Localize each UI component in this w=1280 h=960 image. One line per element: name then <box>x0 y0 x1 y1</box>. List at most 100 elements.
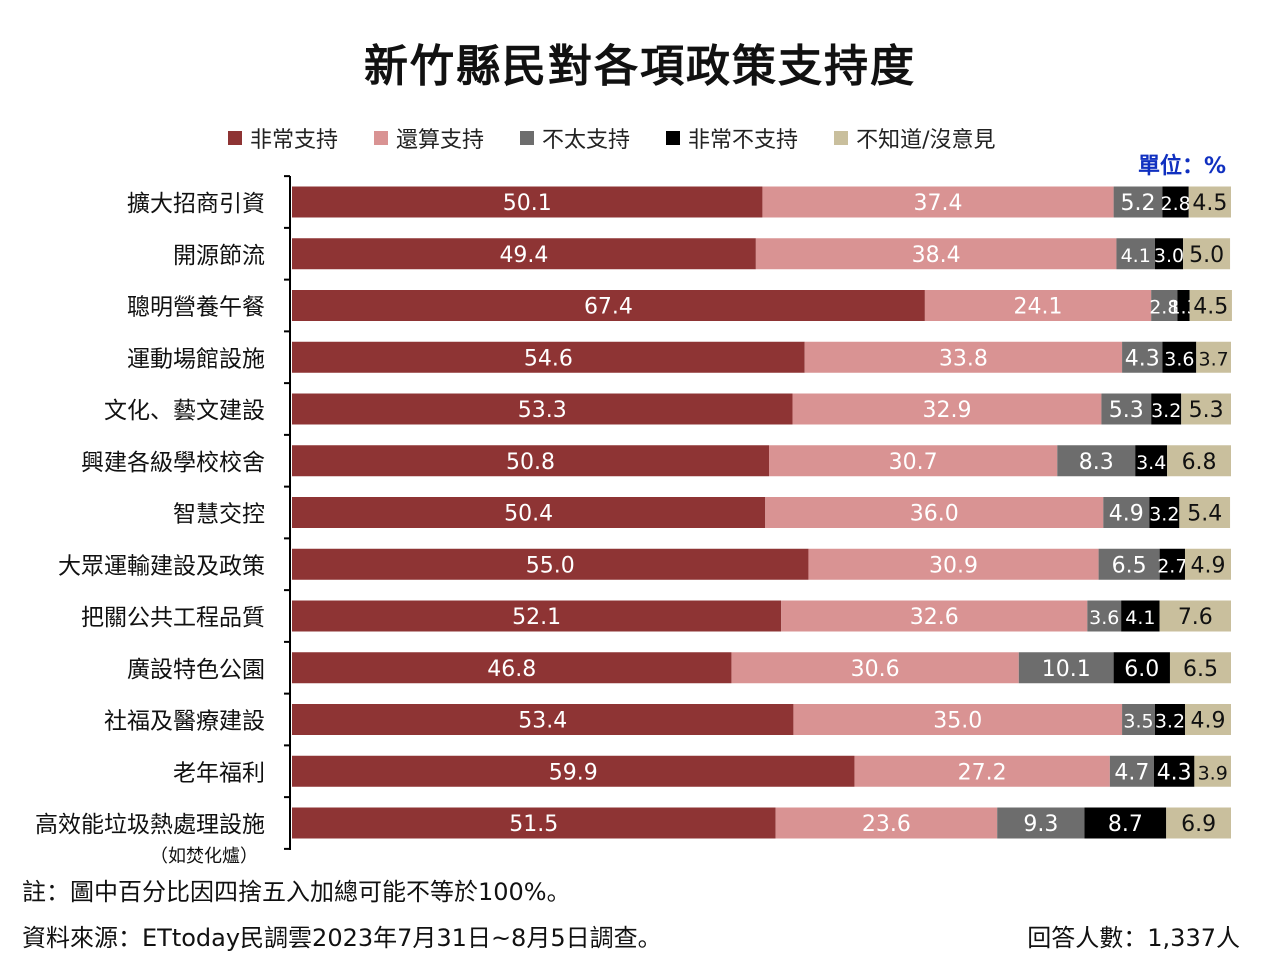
data-label: 49.4 <box>499 243 548 268</box>
data-label: 3.7 <box>1199 348 1229 370</box>
data-label: 30.9 <box>929 553 978 578</box>
bar-segment <box>292 548 809 580</box>
data-label: 4.7 <box>1114 760 1149 785</box>
bar-segment <box>792 393 1102 425</box>
bar-segment <box>1194 755 1231 787</box>
data-label: 4.3 <box>1125 346 1160 371</box>
data-label: 52.1 <box>512 605 561 630</box>
data-label: 2.8 <box>1160 193 1190 215</box>
data-label: 3.6 <box>1089 607 1119 629</box>
bar-segment <box>1159 600 1231 632</box>
bar-segment <box>292 600 782 632</box>
data-label: 38.4 <box>912 243 961 268</box>
bar-segment <box>1181 393 1231 425</box>
unit-label: 單位：% <box>1137 154 1226 179</box>
bar-segment <box>854 755 1110 787</box>
bar-segment <box>1189 290 1232 321</box>
data-label: 2.8 <box>1149 297 1179 319</box>
bar-segment <box>292 238 756 270</box>
category-label: 老年福利 <box>173 760 265 786</box>
category-label: 興建各級學校校舍 <box>81 450 265 476</box>
data-label: 4.3 <box>1157 760 1192 785</box>
bar-segment <box>804 341 1123 373</box>
category-label: 廣設特色公園 <box>127 657 265 683</box>
bar-segment <box>1151 393 1182 425</box>
data-label: 32.6 <box>910 605 959 630</box>
category-label: 擴大招商引資 <box>127 191 265 217</box>
bar-segment <box>755 238 1117 270</box>
bar-segment <box>1169 652 1231 684</box>
data-label: 50.4 <box>504 502 553 527</box>
legend-item-very-support: 非常支持 <box>228 122 338 154</box>
bar-segment <box>292 652 732 684</box>
data-label: 3.0 <box>1154 245 1184 267</box>
bar-segment <box>1135 445 1168 477</box>
data-label: 4.9 <box>1190 553 1225 578</box>
bar-segment <box>292 755 855 787</box>
category-label: 運動場館設施 <box>127 346 265 372</box>
bar-segment <box>292 704 794 735</box>
category-sublabel: （如焚化爐） <box>150 846 258 867</box>
data-label: 54.6 <box>524 346 573 371</box>
bar-segment <box>762 186 1114 218</box>
data-label: 5.4 <box>1187 502 1222 527</box>
chart-title: 新竹縣民對各項政策支持度 <box>364 41 916 92</box>
data-label: 50.1 <box>503 191 552 216</box>
bar-segment <box>292 186 763 218</box>
bar-segment <box>292 341 805 373</box>
bar-segment <box>1154 704 1185 735</box>
data-label: 3.2 <box>1155 711 1185 733</box>
data-label: 53.4 <box>518 709 567 734</box>
category-label: 高效能垃圾熱處理設施 <box>35 812 265 838</box>
bar-segment <box>1084 807 1167 839</box>
legend-label-very-support: 非常支持 <box>250 128 339 153</box>
legend-item-no-opinion: 不知道/沒意見 <box>834 122 995 154</box>
bar-segment <box>1154 238 1184 270</box>
data-label: 4.5 <box>1193 295 1228 320</box>
legend-label-strongly-oppose: 非常不支持 <box>688 128 799 153</box>
data-label: 53.3 <box>518 398 567 423</box>
bar-segment <box>1177 290 1190 321</box>
bar-segment <box>775 807 998 839</box>
data-label: 59.9 <box>549 760 598 785</box>
category-label: 聰明營養午餐 <box>127 295 265 321</box>
legend-swatch-not-really-support <box>520 131 535 145</box>
bar-segment <box>924 290 1152 321</box>
bar-segment <box>1122 341 1163 373</box>
bar-segment <box>731 652 1019 684</box>
bar-segment <box>1122 704 1155 735</box>
data-label: 5.2 <box>1121 191 1156 216</box>
data-label: 32.9 <box>922 398 971 423</box>
data-label: 4.9 <box>1109 502 1144 527</box>
bar-segment <box>1018 652 1114 684</box>
legend-swatch-somewhat-support <box>374 131 389 145</box>
category-label: 智慧交控 <box>173 502 265 528</box>
legend: 非常支持 還算支持 不太支持 非常不支持 不知道/沒意見 <box>228 122 1031 154</box>
data-label: 24.1 <box>1014 295 1063 320</box>
data-label: 30.6 <box>851 657 900 682</box>
data-label: 51.5 <box>509 812 558 837</box>
bar-segment <box>1166 807 1231 839</box>
bar-segment <box>1103 497 1150 528</box>
data-label: 4.5 <box>1192 191 1227 216</box>
data-label: 3.2 <box>1151 400 1181 422</box>
category-label: 把關公共工程品質 <box>81 605 265 631</box>
bar-segment <box>808 548 1099 580</box>
data-label: 6.9 <box>1181 812 1216 837</box>
bar-segment <box>1183 238 1231 270</box>
bar-segment <box>1196 341 1231 373</box>
bar-segment <box>1113 652 1170 684</box>
bar-segment <box>1154 755 1195 787</box>
bar-segment <box>1162 186 1189 218</box>
bar-segment <box>1159 548 1185 580</box>
data-label: 3.4 <box>1136 452 1166 474</box>
bar-segment <box>292 807 776 839</box>
bar-segment <box>1184 548 1231 580</box>
bar-segment <box>765 497 1104 528</box>
data-label: 33.8 <box>939 346 988 371</box>
data-label: 2.7 <box>1157 555 1187 577</box>
bar-segment <box>1179 497 1231 528</box>
bar-segment <box>292 497 766 528</box>
data-label: 8.3 <box>1079 450 1114 475</box>
